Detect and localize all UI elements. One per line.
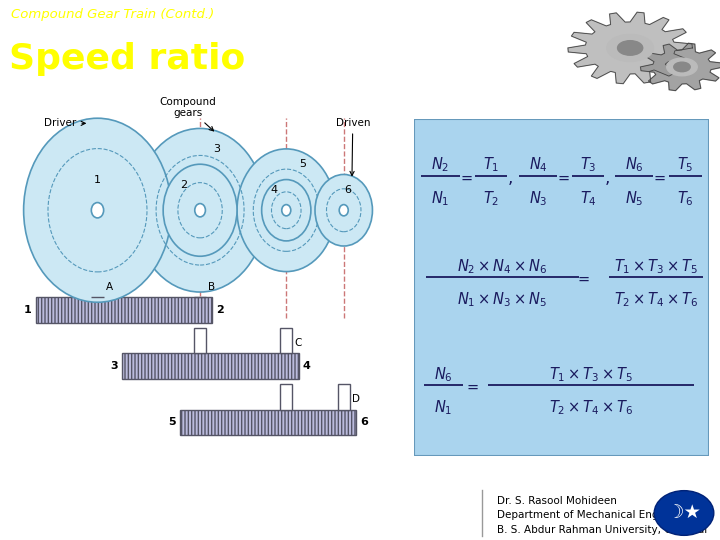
Bar bbox=[179, 410, 356, 435]
Text: $T_2 \times T_4 \times T_6$: $T_2 \times T_4 \times T_6$ bbox=[549, 399, 634, 417]
Bar bbox=[36, 297, 212, 323]
Circle shape bbox=[261, 180, 311, 241]
Bar bbox=[280, 328, 292, 353]
Text: B: B bbox=[208, 282, 215, 292]
Text: Driver: Driver bbox=[44, 118, 85, 129]
Text: 2: 2 bbox=[217, 305, 224, 315]
Text: $T_6$: $T_6$ bbox=[678, 189, 694, 208]
Text: Driven: Driven bbox=[336, 118, 370, 176]
Text: Speed ratio: Speed ratio bbox=[9, 42, 246, 76]
Text: $T_2$: $T_2$ bbox=[482, 189, 499, 208]
Text: $=$: $=$ bbox=[464, 380, 480, 394]
Text: 5: 5 bbox=[300, 159, 306, 169]
Text: $N_1$: $N_1$ bbox=[434, 399, 453, 417]
Text: $=$: $=$ bbox=[575, 272, 590, 286]
Text: $N_1 \times N_3 \times N_5$: $N_1 \times N_3 \times N_5$ bbox=[457, 291, 548, 309]
Text: $T_2 \times T_4 \times T_6$: $T_2 \times T_4 \times T_6$ bbox=[614, 291, 698, 309]
Text: C: C bbox=[294, 338, 302, 348]
Bar bbox=[194, 328, 206, 353]
Text: $=$: $=$ bbox=[458, 171, 473, 185]
Circle shape bbox=[607, 35, 654, 62]
Circle shape bbox=[163, 164, 237, 256]
Circle shape bbox=[282, 205, 291, 216]
Circle shape bbox=[674, 62, 690, 72]
Text: D: D bbox=[352, 395, 360, 404]
Circle shape bbox=[135, 129, 266, 292]
Text: $T_1 \times T_3 \times T_5$: $T_1 \times T_3 \times T_5$ bbox=[549, 365, 634, 384]
Text: Dr. S. Rasool Mohideen: Dr. S. Rasool Mohideen bbox=[497, 496, 616, 506]
Text: $N_1$: $N_1$ bbox=[431, 189, 450, 208]
Text: $N_2$: $N_2$ bbox=[431, 156, 450, 174]
Text: $N_3$: $N_3$ bbox=[528, 189, 547, 208]
Circle shape bbox=[91, 202, 104, 218]
Circle shape bbox=[339, 205, 348, 216]
Text: $T_4$: $T_4$ bbox=[580, 189, 597, 208]
Text: 1: 1 bbox=[24, 305, 32, 315]
FancyBboxPatch shape bbox=[414, 119, 709, 456]
Text: $N_5$: $N_5$ bbox=[625, 189, 643, 208]
Text: $N_2 \times N_4 \times N_6$: $N_2 \times N_4 \times N_6$ bbox=[457, 257, 548, 276]
Circle shape bbox=[315, 174, 372, 246]
Text: Compound
gears: Compound gears bbox=[159, 97, 216, 131]
Text: $N_6$: $N_6$ bbox=[624, 156, 644, 174]
Text: 3: 3 bbox=[213, 144, 220, 154]
Text: $N_4$: $N_4$ bbox=[528, 156, 547, 174]
Circle shape bbox=[237, 149, 336, 272]
Text: 5: 5 bbox=[168, 417, 176, 427]
Circle shape bbox=[24, 118, 171, 302]
Circle shape bbox=[194, 204, 205, 217]
Polygon shape bbox=[568, 12, 693, 84]
Text: $T_5$: $T_5$ bbox=[678, 156, 694, 174]
Circle shape bbox=[618, 40, 643, 55]
Text: $=$: $=$ bbox=[555, 171, 571, 185]
Text: $T_1$: $T_1$ bbox=[482, 156, 499, 174]
Circle shape bbox=[654, 491, 714, 535]
Text: 2: 2 bbox=[180, 180, 187, 190]
Text: 6: 6 bbox=[344, 185, 351, 195]
Text: $,$: $,$ bbox=[507, 169, 513, 187]
Text: 3: 3 bbox=[110, 361, 118, 371]
Polygon shape bbox=[641, 43, 720, 91]
Text: 4: 4 bbox=[271, 185, 277, 195]
Bar bbox=[338, 384, 350, 410]
Text: $N_6$: $N_6$ bbox=[434, 365, 453, 384]
Bar bbox=[280, 384, 292, 410]
Text: $T_1 \times T_3 \times T_5$: $T_1 \times T_3 \times T_5$ bbox=[614, 257, 698, 276]
Text: Compound Gear Train (Contd.): Compound Gear Train (Contd.) bbox=[12, 8, 215, 21]
Text: ☽★: ☽★ bbox=[667, 503, 701, 523]
Text: $,$: $,$ bbox=[605, 169, 611, 187]
Text: $T_3$: $T_3$ bbox=[580, 156, 596, 174]
Circle shape bbox=[667, 58, 697, 76]
Text: Department of Mechanical Engineering: Department of Mechanical Engineering bbox=[497, 510, 701, 521]
Text: 4: 4 bbox=[302, 361, 310, 371]
Text: 1: 1 bbox=[94, 174, 101, 185]
Text: B. S. Abdur Rahman University, Chennai: B. S. Abdur Rahman University, Chennai bbox=[497, 525, 707, 535]
Text: $=$: $=$ bbox=[652, 171, 667, 185]
Text: 6: 6 bbox=[360, 417, 368, 427]
Text: A: A bbox=[106, 282, 113, 292]
Bar bbox=[122, 353, 299, 379]
